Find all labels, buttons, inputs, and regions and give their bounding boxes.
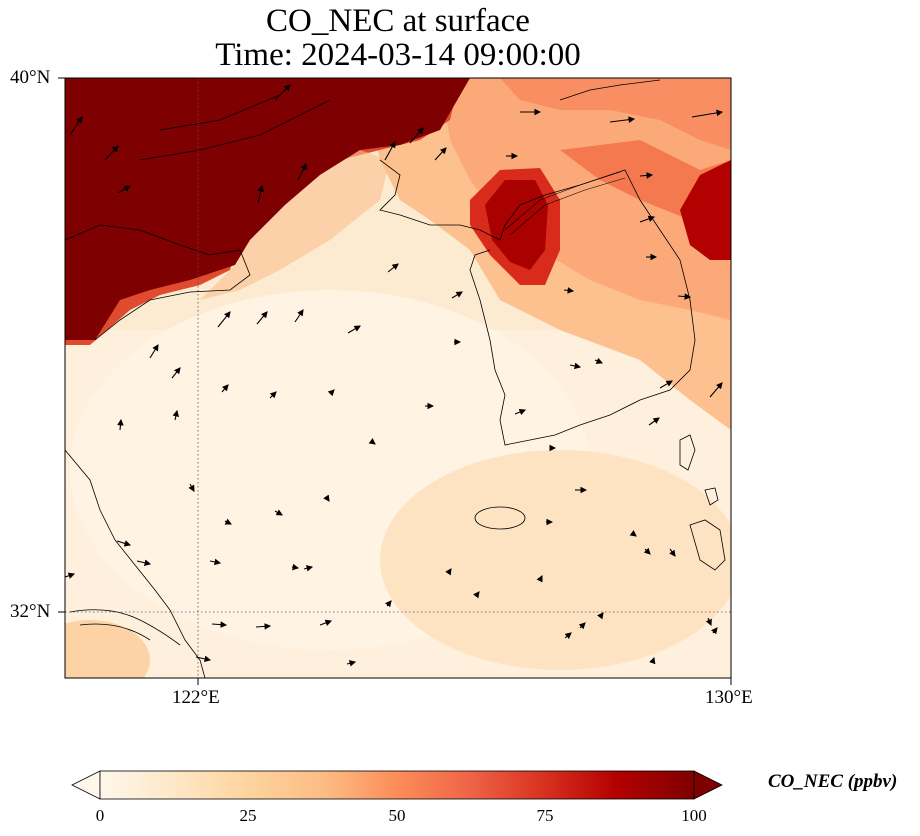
wind-arrow: [188, 483, 195, 492]
gridlines: [65, 78, 731, 678]
colorbar-tick-0: 0: [95, 806, 105, 825]
wind-arrow: [171, 367, 181, 379]
wind-arrow: [303, 565, 314, 572]
wind-arrow: [445, 568, 452, 576]
wind-arrow: [319, 619, 333, 626]
wind-arrow: [409, 127, 424, 144]
wind-arrow: [639, 172, 654, 179]
wind-arrow: [221, 384, 229, 393]
wind-arrow: [172, 409, 180, 421]
wind-arrow: [195, 655, 212, 663]
wind-arrow: [209, 558, 222, 566]
wind-arrow: [629, 530, 637, 537]
wind-arrow: [327, 389, 335, 397]
wind-arrow: [569, 362, 582, 370]
wind-arrow: [387, 263, 399, 273]
title-line-2: Time: 2024-03-14 09:00:00: [215, 37, 581, 73]
title-line-1: CO_NEC at surface: [266, 3, 530, 39]
colorbar-tick-75: 75: [536, 806, 554, 825]
wind-arrow: [705, 617, 712, 627]
axis-ticks: [58, 77, 732, 685]
wind-arrow: [69, 116, 83, 136]
wind-arrow: [473, 591, 480, 599]
wind-arrow: [609, 116, 636, 123]
wind-arrow: [274, 84, 291, 101]
wind-arrow: [709, 382, 723, 398]
wind-arrow: [256, 311, 268, 325]
wind-arrow: [257, 184, 264, 204]
wind-arrow: [563, 287, 575, 294]
wind-arrow: [117, 185, 131, 194]
wind-arrow: [297, 163, 307, 181]
colorbar: [71, 770, 723, 800]
wind-arrow: [384, 600, 392, 608]
wind-arrow: [347, 325, 361, 334]
wind-arrow: [434, 147, 447, 161]
wind-arrow: [597, 612, 604, 620]
wind-arrow: [116, 540, 132, 547]
wind-arrow: [136, 559, 152, 566]
wind-arrow: [669, 548, 676, 557]
wind-vectors: [64, 84, 724, 667]
wind-arrow: [217, 311, 231, 328]
wind-arrow: [659, 380, 673, 389]
wind-arrow: [649, 656, 656, 665]
lat-label-40n: 40°N: [10, 67, 51, 88]
colorbar-tick-50: 50: [388, 806, 406, 825]
colorbar-tick-25: 25: [239, 806, 257, 825]
wind-arrow: [368, 438, 376, 445]
coastlines: [65, 79, 726, 678]
map-title: CO_NEC at surface Time: 2024-03-14 09:00…: [65, 4, 731, 72]
wind-arrow: [578, 622, 586, 630]
wind-arrow: [211, 621, 228, 628]
wind-arrow: [648, 417, 660, 426]
wind-arrow: [384, 141, 396, 161]
wind-arrow: [536, 575, 543, 583]
wind-arrow: [294, 309, 304, 323]
lon-label-130e: 130°E: [705, 687, 753, 708]
wind-arrow: [677, 293, 692, 300]
wind-arrow: [323, 494, 330, 502]
wind-arrow: [224, 518, 232, 525]
wind-arrow: [274, 509, 283, 516]
wind-arrow: [691, 109, 724, 118]
wind-arrow: [710, 627, 718, 635]
colorbar-tick-100: 100: [681, 806, 707, 825]
concentration-field: [65, 78, 731, 678]
wind-arrow: [149, 344, 159, 359]
map-frame: [64, 77, 732, 679]
wind-arrow: [451, 291, 463, 299]
wind-arrow: [117, 418, 124, 431]
lon-label-122e: 122°E: [172, 687, 220, 708]
wind-arrow: [643, 547, 651, 555]
wind-arrow: [269, 391, 277, 399]
colorbar-label: CO_NEC (ppbv): [768, 771, 898, 792]
wind-arrow: [346, 660, 357, 667]
wind-arrow: [291, 563, 300, 571]
wind-arrow: [564, 632, 572, 640]
wind-arrow: [64, 572, 76, 579]
wind-arrow: [594, 357, 604, 364]
wind-arrow: [639, 215, 656, 223]
lat-label-32n: 32°N: [10, 601, 51, 622]
wind-arrow: [514, 408, 527, 416]
wind-arrow: [255, 623, 272, 630]
wind-arrow: [104, 145, 119, 161]
